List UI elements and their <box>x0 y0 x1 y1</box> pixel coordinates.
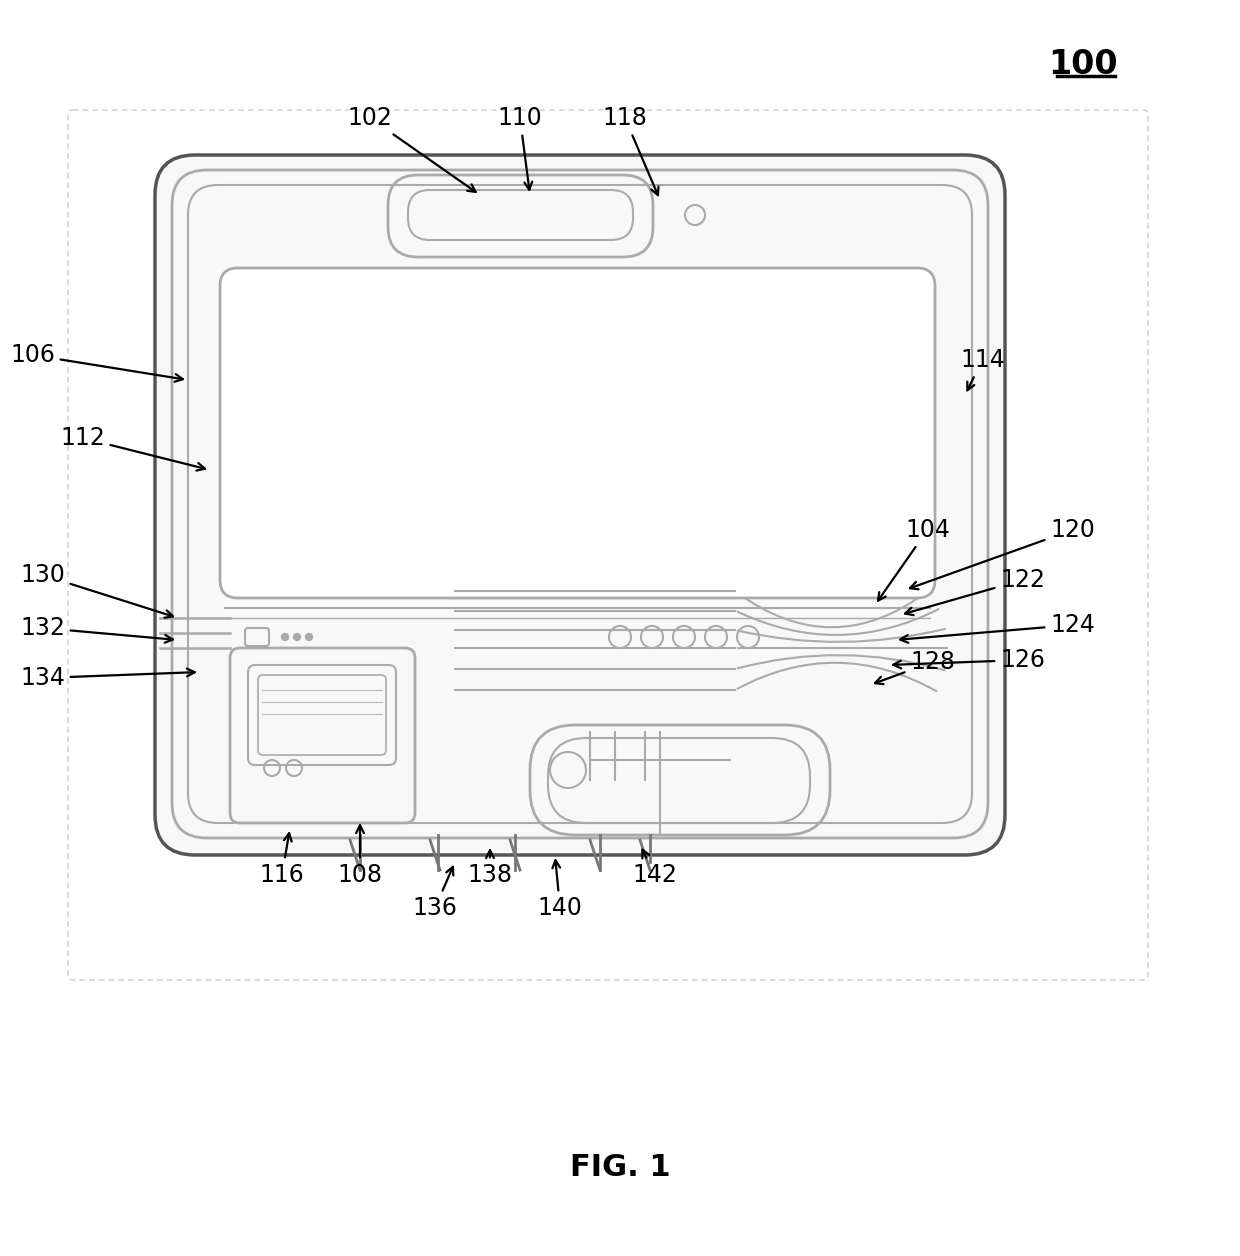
Text: 114: 114 <box>960 348 1004 391</box>
Text: 100: 100 <box>1048 49 1117 82</box>
Text: 134: 134 <box>20 666 195 690</box>
Text: 118: 118 <box>603 106 658 195</box>
Text: 112: 112 <box>61 426 205 471</box>
Circle shape <box>305 633 312 641</box>
Text: 104: 104 <box>878 517 950 600</box>
Circle shape <box>281 633 289 641</box>
Text: 132: 132 <box>20 615 172 643</box>
Text: 138: 138 <box>467 850 512 887</box>
Circle shape <box>294 633 300 641</box>
Text: 102: 102 <box>347 106 476 192</box>
FancyBboxPatch shape <box>219 268 935 598</box>
Text: 108: 108 <box>337 825 382 887</box>
Text: 116: 116 <box>259 833 304 887</box>
Text: 120: 120 <box>910 517 1095 589</box>
Text: 126: 126 <box>893 648 1045 672</box>
Text: 122: 122 <box>905 568 1045 615</box>
Text: 110: 110 <box>497 106 542 190</box>
FancyBboxPatch shape <box>155 154 1004 855</box>
Text: 130: 130 <box>20 563 174 618</box>
Text: 124: 124 <box>900 613 1095 643</box>
Text: 140: 140 <box>538 860 583 919</box>
Text: FIG. 1: FIG. 1 <box>569 1153 671 1182</box>
Text: 136: 136 <box>413 867 458 919</box>
Text: 142: 142 <box>632 850 677 887</box>
Text: 128: 128 <box>875 651 955 685</box>
Text: 106: 106 <box>10 343 182 382</box>
